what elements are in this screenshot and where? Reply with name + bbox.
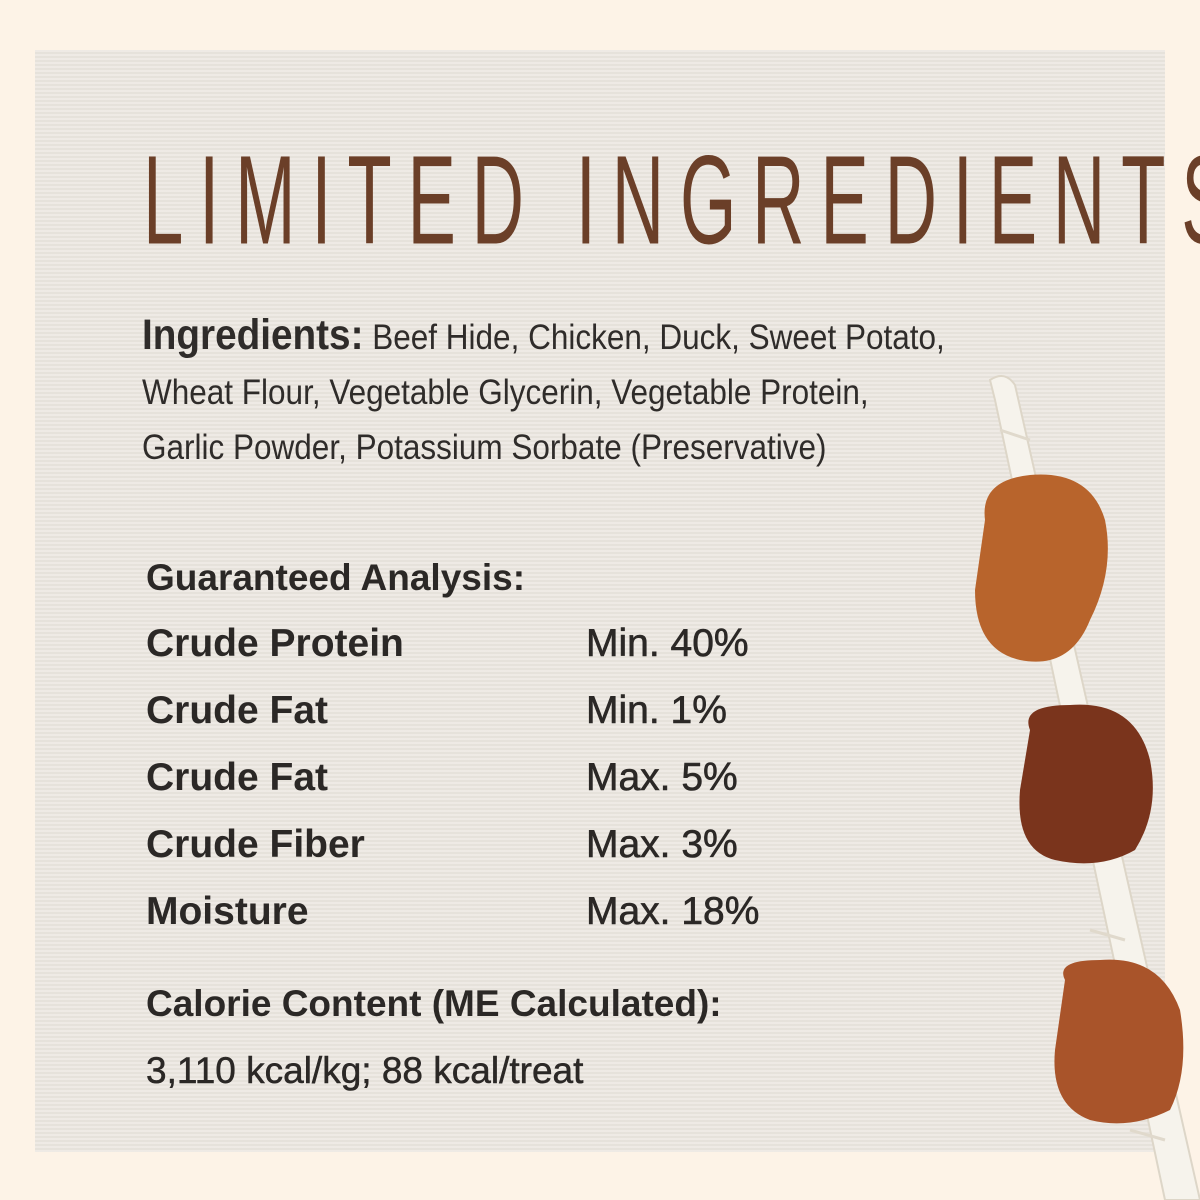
ingredients-label: Ingredients: xyxy=(142,311,364,359)
nutrient-name: Crude Fat xyxy=(146,689,329,732)
analysis-row: Crude Fat Max. 5% xyxy=(146,756,846,806)
analysis-row: Moisture Max. 18% xyxy=(146,890,846,940)
ingredients-text: Ingredients: Beef Hide, Chicken, Duck, S… xyxy=(142,308,952,475)
analysis-row: Crude Protein Min. 40% xyxy=(146,622,846,672)
nutrient-name: Moisture xyxy=(146,890,309,933)
calorie-value: 3,110 kcal/kg; 88 kcal/treat xyxy=(146,1050,584,1092)
nutrient-value: Min. 40% xyxy=(586,622,749,666)
nutrient-value: Min. 1% xyxy=(586,689,727,733)
nutrient-value: Max. 5% xyxy=(586,756,738,800)
treat-stick-image xyxy=(975,375,1200,1200)
nutrient-name: Crude Protein xyxy=(146,622,404,665)
nutrient-name: Crude Fiber xyxy=(146,823,365,866)
nutrient-name: Crude Fat xyxy=(146,756,329,799)
analysis-row: Crude Fat Min. 1% xyxy=(146,689,846,739)
analysis-row: Crude Fiber Max. 3% xyxy=(146,823,846,873)
page-title: LIMITED INGREDIENTS xyxy=(143,128,1200,272)
nutrient-value: Max. 18% xyxy=(586,890,760,934)
analysis-title: Guaranteed Analysis: xyxy=(146,557,526,598)
calorie-title: Calorie Content (ME Calculated): xyxy=(146,983,722,1024)
nutrient-value: Max. 3% xyxy=(586,823,738,867)
ingredients-list: Beef Hide, Chicken, Duck, Sweet Potato, … xyxy=(142,318,945,467)
